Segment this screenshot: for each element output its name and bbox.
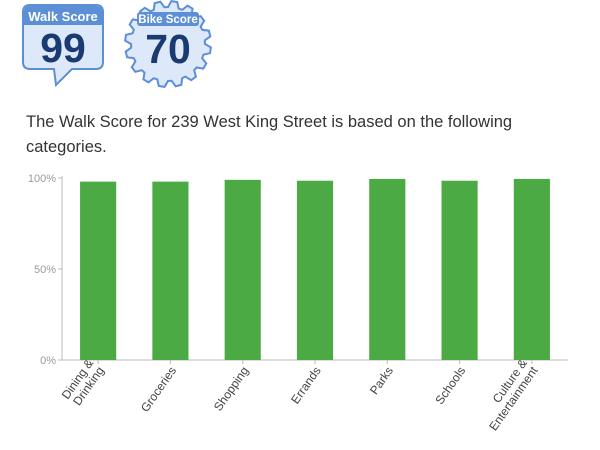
walk-score-description: The Walk Score for 239 West King Street … — [26, 113, 513, 156]
category-bar-chart: 0% 50% 100% Dining &Drinking Groceries Shopp… — [28, 173, 568, 434]
bar — [513, 178, 550, 360]
bar — [152, 181, 189, 360]
y-tick-label: 100% — [28, 173, 56, 185]
x-axis-labels: Dining &Drinking Groceries Shopping Errands… — [59, 356, 541, 434]
walk-score-label: Walk Score — [28, 9, 98, 24]
bar-series — [80, 178, 550, 360]
bar — [441, 180, 478, 360]
bar — [80, 181, 117, 360]
walk-score-header-band — [24, 6, 102, 25]
bar — [224, 179, 261, 360]
bike-score-label: Bike Score — [138, 14, 197, 26]
score-badges: Walk Score 99 Bike Score 70 — [22, 0, 212, 88]
x-tick-label: Parks — [367, 364, 396, 397]
walk-score-badge[interactable]: Walk Score 99 — [22, 4, 104, 88]
bike-score-badge[interactable]: Bike Score 70 — [124, 0, 212, 88]
y-tick-label: 0% — [40, 355, 56, 367]
bar — [369, 178, 406, 360]
bike-score-header-band — [137, 12, 199, 26]
x-tick-label: Culture &Entertainment — [476, 356, 541, 433]
y-tick-label: 50% — [34, 264, 56, 276]
x-tick-label: Groceries — [138, 364, 179, 415]
x-tick-label: Shopping — [211, 364, 252, 414]
x-tick-label: Schools — [432, 364, 468, 407]
bike-score-value: 70 — [145, 26, 191, 72]
walk-score-value: 99 — [40, 25, 86, 71]
x-tick-label: Errands — [288, 364, 324, 406]
x-tick-label: Dining &Drinking — [59, 357, 107, 410]
bar — [296, 180, 334, 360]
